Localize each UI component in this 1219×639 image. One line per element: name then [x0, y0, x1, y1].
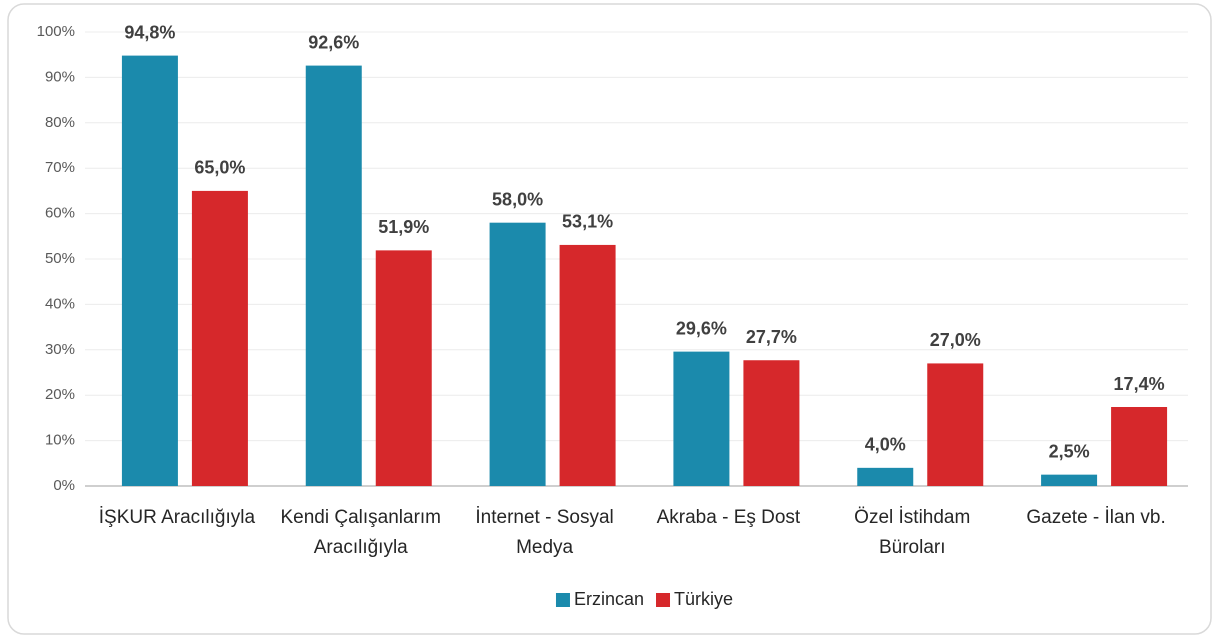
x-tick-label: İŞKUR Aracılığıyla	[99, 507, 256, 528]
value-label: 27,0%	[930, 330, 981, 350]
value-label: 17,4%	[1114, 374, 1165, 394]
y-tick-label: 20%	[45, 386, 75, 403]
value-label: 94,8%	[124, 22, 175, 42]
y-tick-label: 100%	[37, 23, 75, 40]
bar	[743, 360, 800, 486]
y-tick-label: 10%	[45, 432, 75, 449]
value-label: 51,9%	[378, 217, 429, 237]
y-tick-label: 30%	[45, 341, 75, 358]
y-tick-label: 50%	[45, 250, 75, 267]
legend-swatch	[656, 593, 671, 607]
value-label: 27,7%	[746, 327, 797, 347]
bar	[1041, 474, 1098, 486]
value-label: 92,6%	[308, 32, 359, 52]
value-label: 65,0%	[194, 158, 245, 178]
y-tick-label: 40%	[45, 295, 75, 312]
bar	[375, 250, 432, 486]
bar	[121, 55, 178, 486]
x-tick-label: Gazete - İlan vb.	[1026, 507, 1165, 528]
bar	[857, 467, 914, 486]
x-tick-label: Kendi Çalışanlarım Aracılığıyla	[280, 507, 441, 558]
value-label: 2,5%	[1049, 441, 1090, 461]
bar	[1111, 407, 1168, 486]
y-tick-label: 70%	[45, 159, 75, 176]
value-label: 53,1%	[562, 212, 613, 232]
x-tick-label: Özel İstihdam Büroları	[854, 507, 970, 558]
y-tick-label: 0%	[53, 477, 75, 494]
value-label: 58,0%	[492, 189, 543, 209]
legend-label: Erzincan	[574, 589, 644, 609]
bar	[489, 222, 546, 486]
bar	[559, 244, 616, 486]
value-label: 4,0%	[865, 435, 906, 455]
x-tick-label: Akraba - Eş Dost	[657, 507, 801, 528]
y-tick-label: 90%	[45, 68, 75, 85]
y-tick-label: 80%	[45, 114, 75, 131]
bar	[927, 363, 984, 486]
value-label: 29,6%	[676, 318, 727, 338]
legend-label: Türkiye	[674, 589, 733, 609]
bar	[191, 190, 248, 486]
legend-swatch	[555, 593, 570, 607]
x-tick-label: İnternet - Sosyal Medya	[475, 507, 613, 558]
bar	[305, 65, 362, 486]
y-tick-label: 60%	[45, 205, 75, 222]
bar	[673, 351, 730, 486]
